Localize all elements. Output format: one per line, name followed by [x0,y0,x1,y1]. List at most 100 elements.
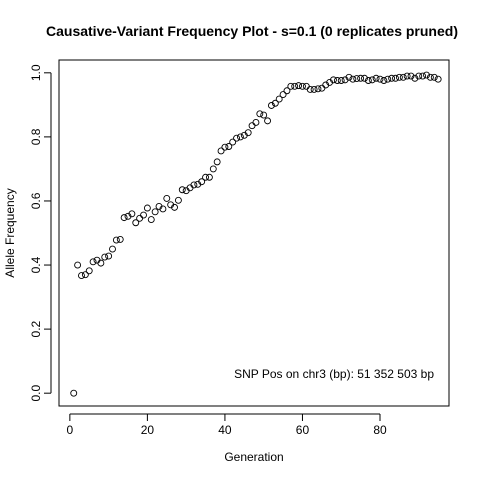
data-point [163,194,171,202]
data-point [217,147,225,155]
data-point [101,253,109,261]
data-point [399,73,407,81]
chart-title: Causative-Variant Frequency Plot - s=0.1… [46,23,458,39]
data-point [89,258,97,266]
data-point [252,119,260,126]
data-point [275,95,283,103]
data-point [244,129,252,137]
data-point [318,84,326,92]
data-point [78,272,85,280]
data-point [361,74,368,82]
data-point [295,82,303,90]
data-point [419,72,427,80]
data-point [256,110,264,118]
data-point [81,271,89,279]
data-point [85,267,93,275]
data-point [291,82,299,90]
y-tick-label: 0.8 [29,128,43,145]
data-point [209,165,217,173]
data-point [376,75,384,83]
y-tick-label: 0.0 [29,385,43,402]
data-point [205,173,213,181]
data-point [74,261,82,269]
data-point [314,85,322,93]
data-point [267,102,275,109]
x-tick-label: 20 [141,423,155,437]
data-point [395,73,403,81]
data-point [140,211,147,219]
data-point [415,72,423,80]
x-tick-label: 60 [296,423,310,437]
data-point [337,77,345,84]
data-point [434,75,442,83]
data-point [271,99,279,107]
data-point [70,389,78,397]
x-axis-label: Generation [224,450,283,464]
data-point [287,82,295,90]
y-tick-label: 0.2 [29,320,43,337]
data-point [248,122,256,130]
data-point [132,219,140,227]
data-point [190,181,198,189]
data-point [302,82,310,90]
data-point [171,203,178,211]
data-point [213,158,221,166]
x-tick-label: 40 [218,423,232,437]
snp-position-annotation: SNP Pos on chr3 (bp): 51 352 503 bp [234,367,434,381]
x-axis: 0 20 40 60 80 [67,413,387,437]
data-point [380,77,388,84]
data-point [260,111,268,119]
data-point [147,216,155,223]
data-point [430,73,438,81]
x-tick-label: 80 [373,423,387,437]
data-point [174,196,182,204]
data-point [143,204,151,212]
data-point [198,178,206,186]
data-point [97,259,105,267]
data-point [151,208,159,216]
y-tick-label: 1.0 [29,64,43,81]
data-point [364,77,372,84]
data-point [105,252,113,260]
data-point [368,76,376,84]
x-tick-label: 0 [67,423,74,437]
data-point [299,82,306,90]
data-point [264,117,272,125]
data-point [109,245,116,253]
data-point [423,71,430,79]
data-point [279,91,287,99]
y-tick-label: 0.6 [29,192,43,209]
data-point [330,76,337,84]
data-point [221,143,229,151]
data-point [202,173,209,181]
data-point [384,75,392,83]
data-point [353,75,361,83]
data-point [283,87,291,95]
data-point [403,72,411,80]
data-point [116,235,124,243]
data-point [120,214,128,222]
data-point [306,86,314,93]
data-point [112,236,120,244]
data-point [136,214,144,222]
y-axis: 0.0 0.2 0.4 0.6 0.8 1.0 [29,64,52,402]
data-point [178,186,186,194]
y-tick-label: 0.4 [29,256,43,273]
data-point [407,72,415,80]
data-point [411,74,419,82]
data-point [345,73,353,81]
data-point [426,73,434,81]
data-point [229,138,237,146]
data-point [372,74,380,82]
data-point [233,134,241,142]
data-point [388,74,396,82]
data-point [128,210,136,218]
data-point [225,143,233,150]
y-axis-label: Allele Frequency [3,188,17,277]
data-point [236,133,244,141]
data-point [357,74,365,82]
plot-frame [58,59,450,407]
data-point [159,205,167,213]
data-point [333,77,341,84]
